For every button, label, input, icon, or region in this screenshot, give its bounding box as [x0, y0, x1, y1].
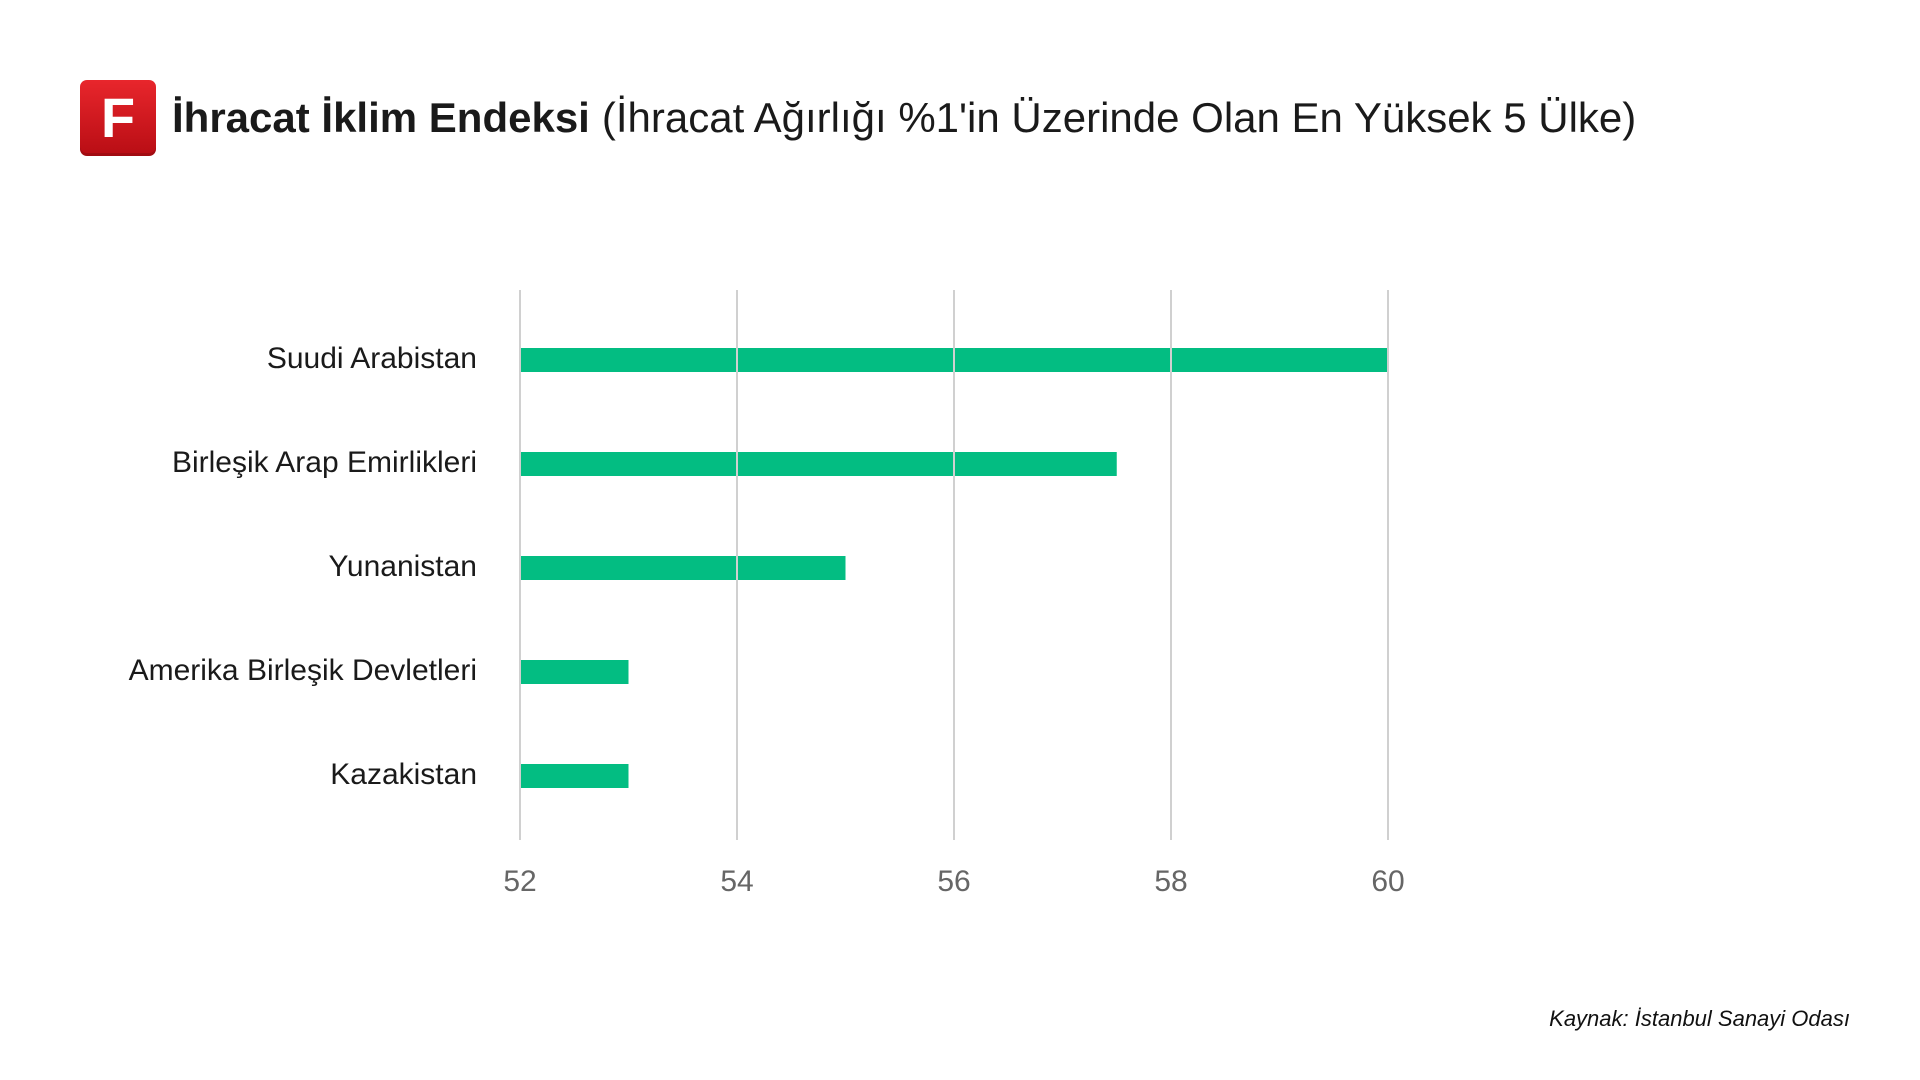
chart-subtitle: (İhracat Ağırlığı %1'in Üzerinde Olan En…: [601, 94, 1637, 141]
brand-logo: F: [80, 80, 156, 156]
x-tick-label: 52: [503, 865, 536, 898]
x-tick-label: 58: [1154, 865, 1187, 898]
category-label: Suudi Arabistan: [267, 342, 477, 375]
x-tick-label: 54: [720, 865, 753, 898]
x-axis-ticks: 52 54 56 58 60: [503, 865, 1404, 898]
brand-logo-letter: F: [100, 86, 136, 149]
x-tick-label: 56: [937, 865, 970, 898]
category-labels: Suudi Arabistan Birleşik Arap Emirlikleri…: [129, 342, 477, 791]
bar-3: [520, 660, 629, 684]
source-note: Kaynak: İstanbul Sanayi Odası: [1549, 1006, 1850, 1031]
chart-header: F İhracat İklim Endeksi (İhracat Ağırlığ…: [80, 80, 1636, 156]
category-label: Birleşik Arap Emirlikleri: [172, 446, 477, 479]
category-label: Yunanistan: [329, 550, 477, 583]
bar-1: [520, 452, 1117, 476]
bar-4: [520, 764, 629, 788]
grid-lines: [519, 290, 1389, 840]
category-label: Kazakistan: [330, 758, 477, 791]
chart-title: İhracat İklim Endeksi: [172, 94, 590, 141]
category-label: Amerika Birleşik Devletleri: [129, 654, 477, 687]
x-tick-label: 60: [1371, 865, 1404, 898]
bar-2: [520, 556, 846, 580]
